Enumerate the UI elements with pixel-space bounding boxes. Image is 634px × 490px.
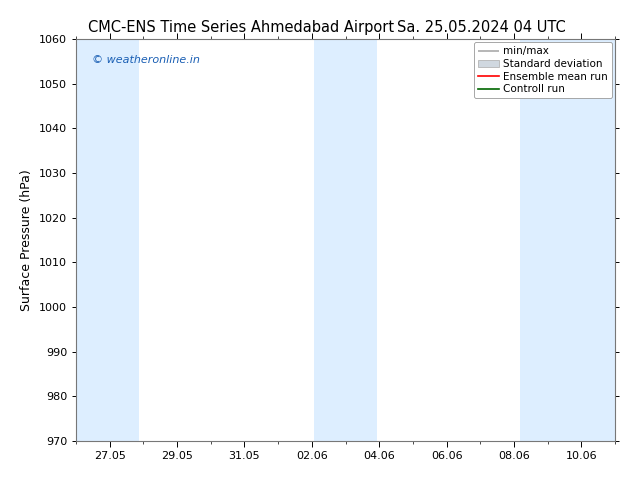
Bar [314, 39, 377, 441]
Legend: min/max, Standard deviation, Ensemble mean run, Controll run: min/max, Standard deviation, Ensemble me… [474, 42, 612, 98]
Bar [76, 39, 139, 441]
Bar [520, 39, 615, 441]
Y-axis label: Surface Pressure (hPa): Surface Pressure (hPa) [20, 169, 34, 311]
Text: CMC-ENS Time Series Ahmedabad Airport: CMC-ENS Time Series Ahmedabad Airport [88, 20, 394, 35]
Text: © weatheronline.in: © weatheronline.in [93, 55, 200, 65]
Text: Sa. 25.05.2024 04 UTC: Sa. 25.05.2024 04 UTC [398, 20, 566, 35]
